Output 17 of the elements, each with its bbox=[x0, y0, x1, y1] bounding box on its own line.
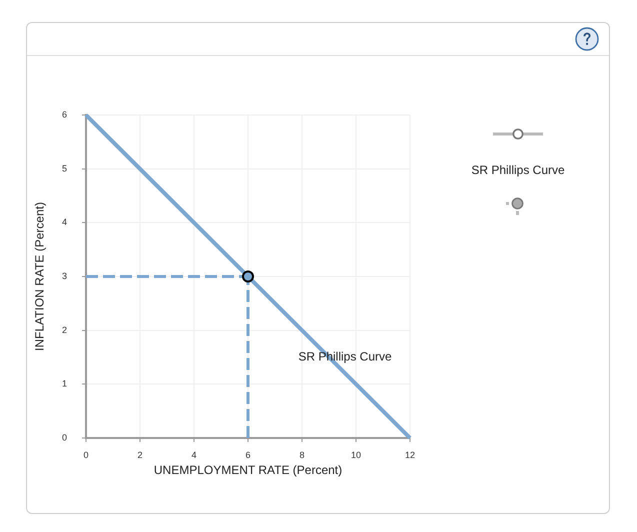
x-axis-title: UNEMPLOYMENT RATE (Percent) bbox=[154, 463, 342, 478]
y-tick-label: 5 bbox=[62, 163, 67, 174]
y-axis-title: INFLATION RATE (Percent) bbox=[32, 202, 47, 351]
x-tick-label: 2 bbox=[137, 450, 143, 460]
y-tick-label: 6 bbox=[62, 109, 67, 120]
x-tick-label: 6 bbox=[245, 450, 251, 460]
y-tick-label: 4 bbox=[62, 217, 67, 228]
y-tick-label: 1 bbox=[62, 378, 67, 389]
x-tick-label: 0 bbox=[83, 450, 89, 460]
text: SR Phillips Curve bbox=[470, 163, 566, 177]
x-tick-label: 4 bbox=[191, 450, 197, 460]
y-tick-label: 3 bbox=[62, 270, 67, 281]
y-tick-label: 2 bbox=[62, 324, 67, 335]
y-tick-label: 0 bbox=[62, 432, 67, 442]
x-tick-label: 12 bbox=[404, 450, 416, 460]
x-tick-label: 8 bbox=[299, 450, 305, 460]
x-tick-label: 10 bbox=[350, 450, 362, 460]
